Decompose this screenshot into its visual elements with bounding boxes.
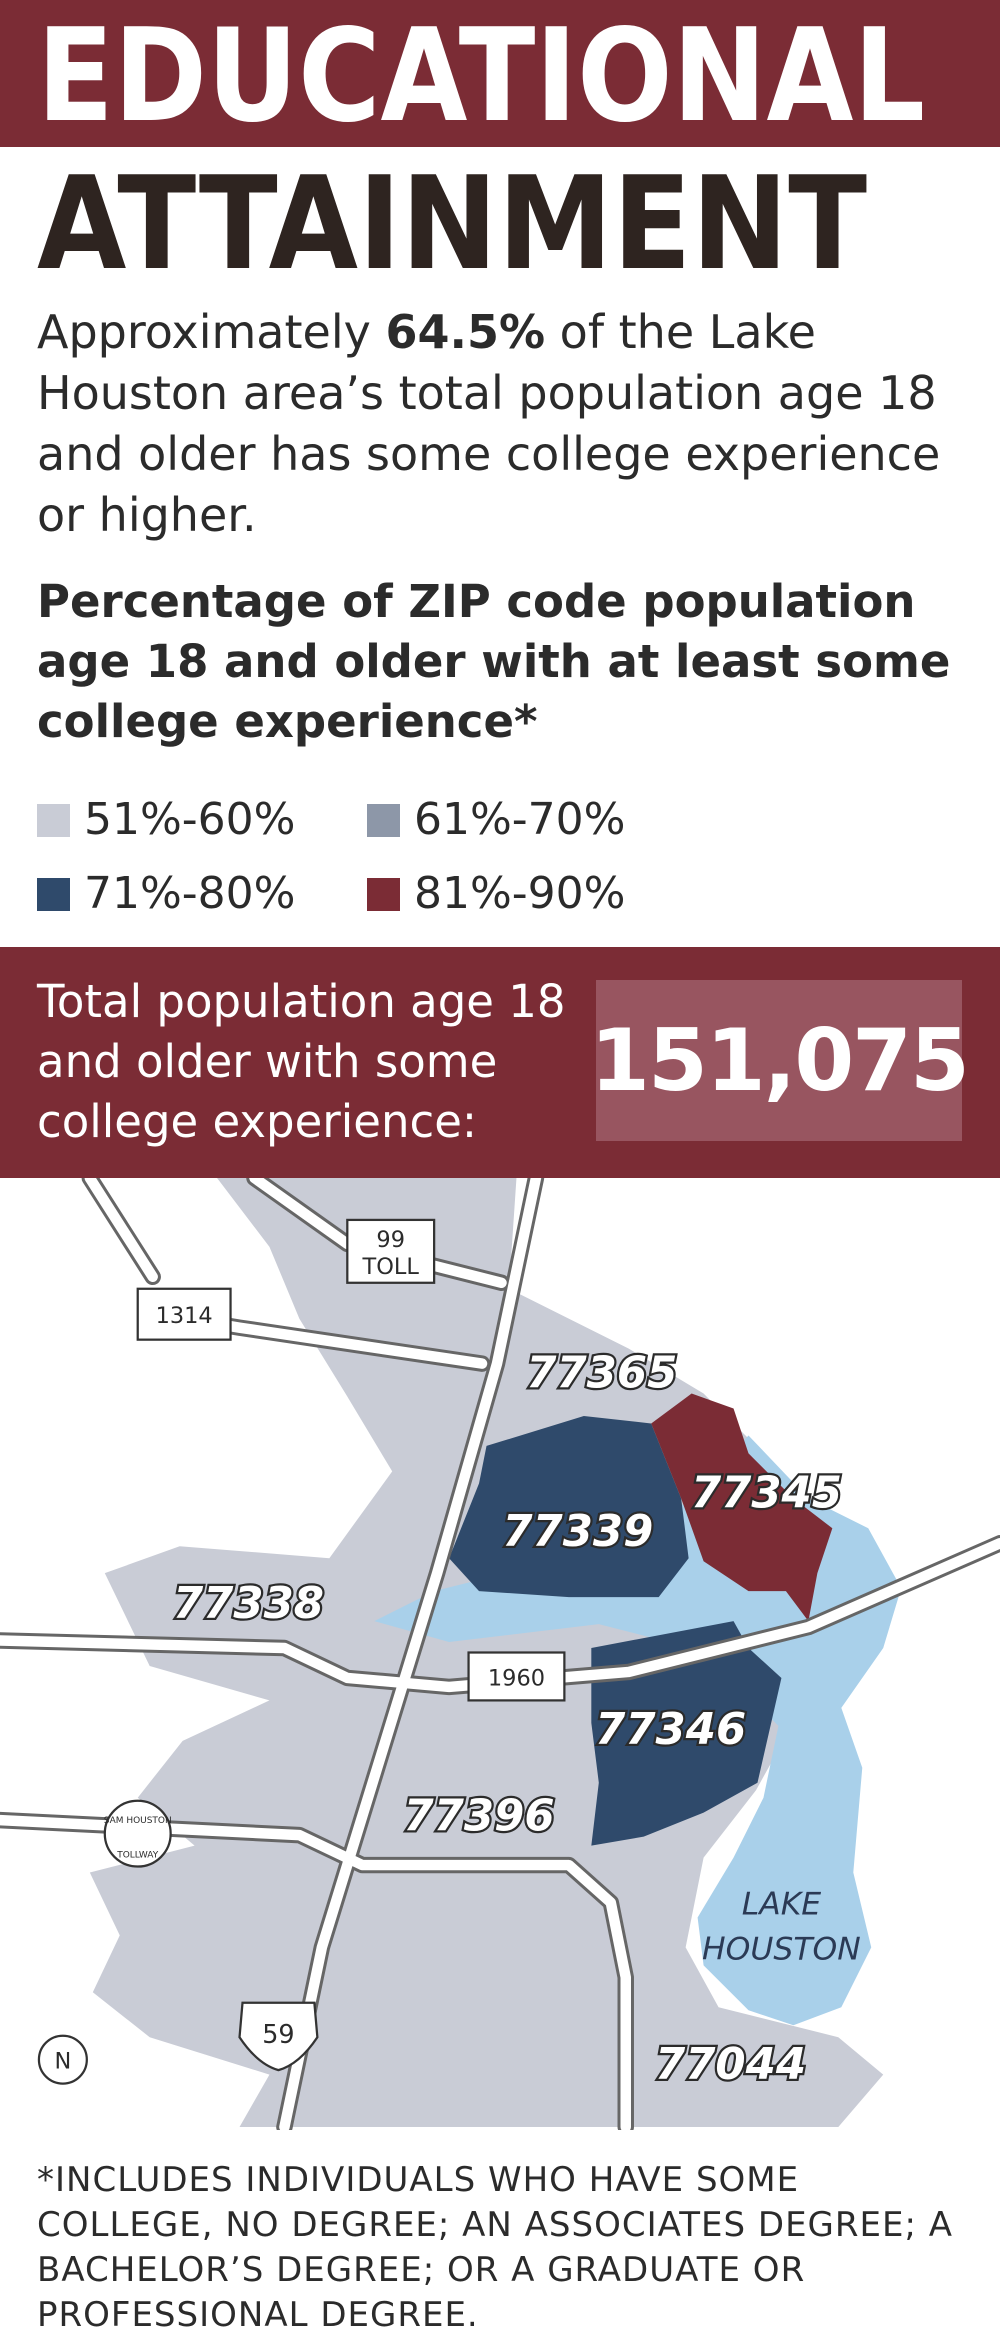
region-77345: [651, 1393, 833, 1622]
road-label: 1314: [156, 1303, 213, 1329]
legend-item: 51%-60%: [37, 790, 367, 850]
lake-label: HOUSTON: [702, 1931, 861, 1967]
road-label: SAM HOUSTON: [104, 1816, 172, 1826]
north-label: N: [54, 2049, 71, 2075]
title-line2: ATTAINMENT: [37, 150, 867, 290]
total-label: Total population age 18 and older with s…: [37, 975, 566, 1148]
shield-1960: [467, 1651, 566, 1702]
legend-swatch: [37, 877, 70, 911]
legend-label: 71%-80%: [84, 868, 296, 919]
lake-label: LAKE: [742, 1886, 822, 1922]
title-line1: EDUCATIONAL: [37, 2, 925, 151]
legend-item: 71%-80%: [37, 864, 367, 924]
legend-label: 61%-70%: [414, 794, 626, 845]
road-label: TOLL: [362, 1254, 420, 1280]
legend-label: 51%-60%: [84, 794, 296, 845]
intro: Approximately 64.5% of the Lake Houston …: [37, 302, 957, 546]
legend-swatch: [37, 803, 70, 837]
header: EDUCATIONAL ATTAINMENT: [0, 0, 1000, 290]
zip-label: 77345: [691, 1468, 842, 1518]
zip-label: 77044: [655, 2040, 806, 2090]
legend: 51%-60% 61%-70% 71%-80% 81%-90%: [37, 790, 997, 924]
subtitle: Percentage of ZIP code population age 18…: [37, 575, 951, 748]
region-77339: [449, 1416, 689, 1598]
legend-swatch: [367, 877, 400, 911]
zip-label: 77346: [595, 1705, 746, 1755]
roads: [0, 1178, 1000, 2130]
shield-1314: [136, 1287, 232, 1341]
legend-label: 81%-90%: [414, 868, 626, 919]
shield-beltway: [103, 1799, 172, 1868]
header-band: [0, 0, 1000, 147]
legend-item: 81%-90%: [367, 864, 697, 924]
legend-item: 61%-70%: [367, 790, 697, 850]
road-label: 99: [376, 1227, 405, 1253]
legend-swatch: [367, 803, 400, 837]
zip-label: 77365: [526, 1349, 677, 1399]
intro-text: Approximately: [37, 305, 386, 359]
road-label: 1960: [488, 1665, 545, 1691]
zip-label: 77338: [173, 1579, 324, 1629]
zip-label: 77339: [502, 1507, 653, 1557]
road-label: TOLLWAY: [116, 1851, 159, 1861]
zip-label: 77396: [404, 1792, 555, 1842]
road-label: 59: [262, 2019, 294, 2049]
intro-text: of the Lake Houston area’s total populat…: [37, 305, 941, 542]
shield-59: [238, 2001, 319, 2072]
shield-99: [346, 1218, 436, 1284]
intro-highlight: 64.5%: [385, 305, 546, 359]
total-value: 151,075: [590, 980, 970, 1141]
footnote: *INCLUDES INDIVIDUALS WHO HAVE SOME COLL…: [37, 2160, 954, 2335]
north-arrow: [37, 2034, 88, 2085]
map: 99 TOLL 1314 1960 59 SAM HOUSTON TOLLWAY…: [0, 1178, 1000, 2130]
